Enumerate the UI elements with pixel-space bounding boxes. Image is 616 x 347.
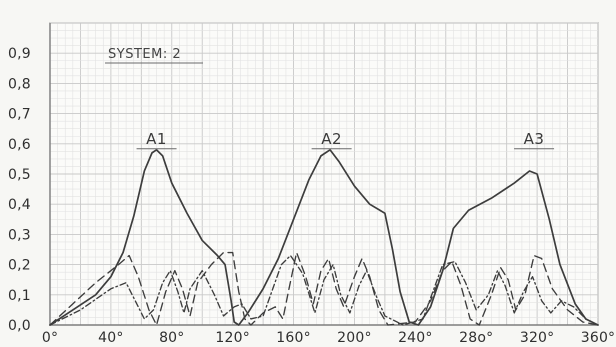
y-tick-label: 0,6 (8, 137, 31, 153)
series-line-3 (49, 254, 599, 326)
y-tick-label: 0,0 (8, 318, 31, 334)
x-tick-label: 40° (98, 330, 123, 346)
x-tick-label: 360° (581, 330, 616, 346)
peak-label: A2 (321, 130, 342, 148)
x-tick-label: 120° (215, 330, 250, 346)
y-tick-label: 0,1 (8, 288, 31, 304)
grid (49, 22, 599, 326)
x-tick-label: 240° (398, 330, 433, 346)
y-tick-label: 0,9 (8, 46, 31, 62)
x-tick-label: 80° (159, 330, 184, 346)
x-tick-label: 320° (520, 330, 555, 346)
x-tick-label: 160° (276, 330, 311, 346)
series-group (49, 148, 599, 326)
y-tick-label: 0,7 (8, 107, 31, 123)
x-tick-label: 0° (42, 330, 58, 346)
x-tick-label: 28o° (459, 330, 493, 346)
y-tick-label: 0,5 (8, 167, 31, 183)
y-tick-label: 0,3 (8, 227, 31, 243)
x-tick-label: 200° (337, 330, 372, 346)
series-line-1 (49, 148, 599, 326)
series-line-2 (49, 251, 599, 326)
system-label: SYSTEM: 2 (108, 47, 181, 62)
y-tick-label: 0,2 (8, 258, 31, 274)
y-tick-label: 0,8 (8, 76, 31, 92)
peak-label: A3 (524, 130, 545, 148)
tick-labels: 0,0 0,1 0,2 0,3 0,4 0,5 0,6 0,7 0,8 0,9 0° 40° 80° 12… (8, 46, 615, 346)
peak-label: A1 (146, 130, 167, 148)
y-tick-label: 0,4 (8, 197, 31, 213)
